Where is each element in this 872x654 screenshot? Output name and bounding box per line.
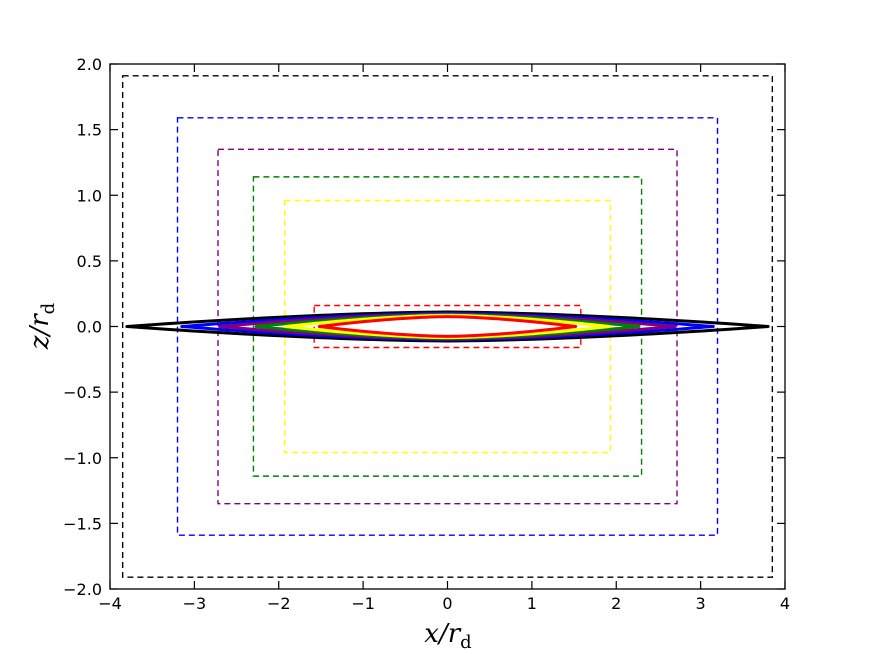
tick-labels-layer: −4 −3 −2 −1 0 1 2 3 4 −2.0 −1.5 −1.0 −0.5 0.0 0.5 1.0 1.…	[63, 55, 790, 613]
y-tick-label: 1.5	[77, 121, 102, 140]
ticks-layer	[109, 63, 786, 590]
dashed-box-0	[121, 75, 774, 578]
x-tick-label: 4	[780, 594, 790, 613]
y-tick-label: −2.0	[63, 580, 102, 599]
x-tick-label: 1	[527, 594, 537, 613]
dashed-box-3	[252, 176, 643, 477]
y-tick-label: −0.5	[63, 383, 102, 402]
x-axis-label-main: x/r	[424, 619, 461, 649]
plot-area	[121, 75, 774, 578]
x-tick-label: −3	[183, 594, 207, 613]
x-tick-label: 3	[696, 594, 706, 613]
y-tick-label: 1.0	[77, 186, 102, 205]
x-axis-label-subscript: d	[460, 632, 472, 653]
y-tick-label: 0.0	[77, 318, 102, 337]
dashed-box-2	[217, 148, 678, 505]
dashed-box-1	[176, 117, 719, 536]
y-tick-label: 2.0	[77, 55, 102, 74]
x-axis-label: x/rd	[424, 619, 471, 653]
disk-contours-layer	[125, 310, 770, 343]
y-axis-label-main: z/r	[25, 313, 55, 350]
x-tick-label: 2	[611, 594, 621, 613]
y-axis-label: z/rd	[25, 303, 59, 350]
disk-contour-0	[125, 310, 770, 343]
y-axis-label-subscript: d	[38, 303, 59, 315]
disk-contour-4	[284, 313, 611, 340]
x-tick-label: −2	[267, 594, 291, 613]
x-tick-label: −4	[98, 594, 122, 613]
x-tick-label: −1	[351, 594, 375, 613]
y-tick-label: 0.5	[77, 252, 102, 271]
disk-contour-5	[317, 315, 578, 338]
dashed-box-5	[313, 304, 582, 349]
y-tick-label: −1.5	[63, 514, 102, 533]
x-tick-label: 0	[442, 594, 452, 613]
y-tick-label: −1.0	[63, 449, 102, 468]
